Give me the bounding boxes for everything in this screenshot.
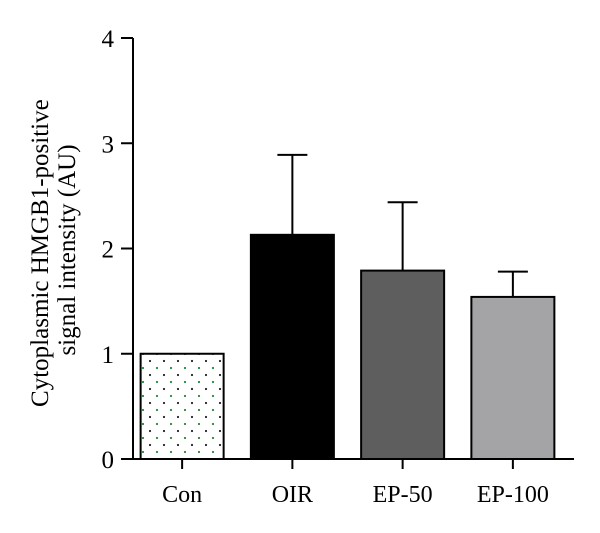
x-tick-label: Con	[162, 482, 202, 508]
y-tick-label: 2	[102, 237, 115, 264]
y-axis-title-line2: signal intensity (AU)	[54, 144, 81, 355]
x-labels: Con OIR EP-50 EP-100	[162, 459, 549, 508]
bar-ep-50	[360, 269, 446, 461]
bar-con	[139, 352, 225, 460]
y-axis-title: Cytoplasmic HMGB1-positive signal intens…	[27, 93, 81, 407]
y-axis-title-line1: Cytoplasmic HMGB1-positive	[27, 99, 54, 407]
bar-ep-100	[470, 295, 556, 461]
y-ticks: 0 1 2 3 4	[102, 26, 133, 474]
x-tick-label: EP-100	[477, 482, 549, 508]
bars	[139, 153, 556, 461]
y-axis: 0 1 2 3 4	[102, 26, 134, 474]
x-tick-label: EP-50	[373, 482, 433, 508]
y-tick-label: 1	[102, 342, 115, 369]
x-tick-label: OIR	[272, 482, 313, 508]
y-tick-label: 0	[102, 447, 115, 474]
x-axis: Con OIR EP-50 EP-100	[132, 458, 574, 508]
bar-oir	[249, 233, 335, 460]
y-tick-label: 3	[102, 131, 115, 158]
y-tick-label: 4	[102, 26, 115, 53]
